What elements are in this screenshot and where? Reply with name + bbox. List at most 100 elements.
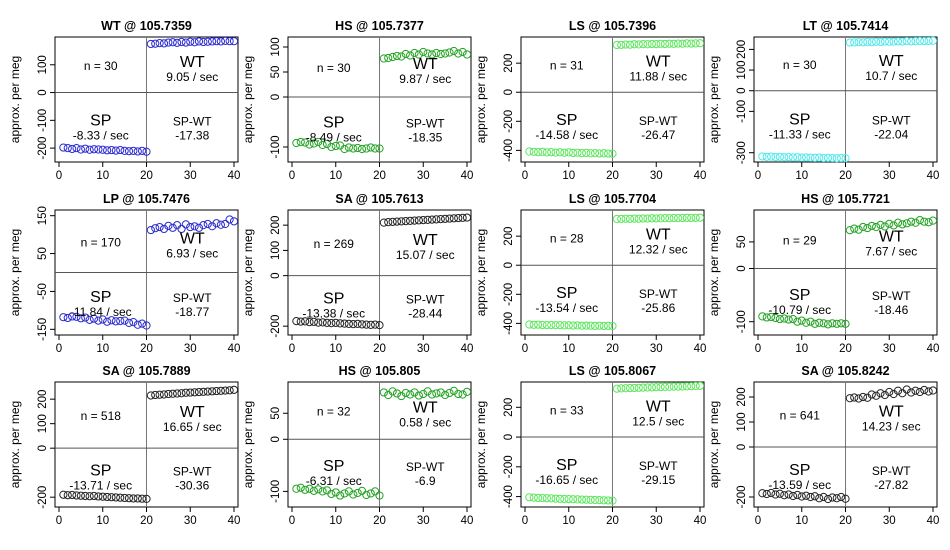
wt-point <box>410 216 419 225</box>
panel-title: HS @ 105.805 <box>339 364 421 378</box>
wt-label: WT <box>879 53 904 70</box>
sp-point <box>525 320 534 329</box>
sp-point <box>767 152 776 161</box>
sp-point <box>780 491 789 500</box>
sp-point <box>832 494 841 503</box>
sp-point <box>837 153 846 163</box>
chart-panel-5: LP @ 105.7476 approx. per meg -150 -50 50 150… <box>8 192 240 355</box>
sp-rate-label: -16.65 / sec <box>535 473 598 487</box>
wt-point <box>634 383 643 392</box>
sp-point <box>59 313 68 322</box>
x-tick-label: 40 <box>694 515 707 527</box>
sp-point <box>797 492 806 501</box>
y-axis-label: approx. per meg <box>474 401 488 488</box>
chart-panel-9: SA @ 105.7889 approx. per meg -200 0 100 200 0… <box>8 364 240 527</box>
sp-point <box>797 316 806 325</box>
sp-rate-label: -11.84 / sec <box>70 305 132 319</box>
wt-point <box>159 39 169 48</box>
sp-point <box>547 148 556 157</box>
y-tick-label: -200 <box>736 485 748 508</box>
sp-point <box>98 492 107 501</box>
wt-point <box>406 216 415 225</box>
wt-point <box>151 390 160 400</box>
wt-point <box>678 39 687 48</box>
sp-point <box>586 321 595 330</box>
wt-point <box>678 213 687 223</box>
wt-point <box>225 37 234 46</box>
sp-point <box>806 317 815 326</box>
wt-point <box>858 392 868 402</box>
sp-point <box>604 321 613 330</box>
sp-point <box>375 321 384 330</box>
sp-point <box>784 152 793 162</box>
wt-point <box>915 387 924 397</box>
sp-point <box>582 495 591 504</box>
y-axis-label: approx. per meg <box>474 56 488 143</box>
sp-point <box>142 147 151 156</box>
x-tick-label: 40 <box>927 343 940 355</box>
x-tick-label: 10 <box>795 515 808 527</box>
wt-point <box>379 218 388 227</box>
sp-point <box>595 321 604 330</box>
sp-point <box>780 153 789 162</box>
wt-point <box>146 225 155 235</box>
wt-point <box>168 389 177 398</box>
sp-point <box>362 144 371 153</box>
wt-point <box>911 218 920 227</box>
sp-point <box>340 144 349 154</box>
sp-point <box>103 146 112 155</box>
sp-point <box>775 314 784 324</box>
wt-point <box>427 50 437 59</box>
y-tick-label: 200 <box>503 398 515 417</box>
sp-label: SP <box>789 462 810 479</box>
diff-label: SP-WT <box>872 113 911 127</box>
n-count-label: n = 269 <box>314 237 355 251</box>
wt-point <box>208 37 217 46</box>
n-count-label: n = 30 <box>783 58 817 72</box>
x-tick-label: 10 <box>96 343 109 355</box>
wt-point <box>164 38 173 47</box>
wt-point <box>388 217 397 226</box>
sp-point <box>309 317 318 326</box>
sp-point <box>608 149 617 158</box>
sp-point <box>564 148 573 157</box>
sp-point <box>107 145 116 155</box>
sp-point <box>573 148 582 157</box>
wt-point <box>151 224 160 233</box>
wt-point <box>630 40 639 49</box>
sp-point <box>758 312 767 321</box>
sp-point <box>301 317 310 326</box>
sp-point <box>555 321 565 330</box>
wt-point <box>885 219 894 228</box>
diff-value-label: -18.46 <box>874 303 908 317</box>
sp-point <box>344 143 353 152</box>
sp-point <box>68 312 77 321</box>
sp-point <box>129 494 138 503</box>
wt-point <box>432 48 441 58</box>
wt-point <box>229 217 239 226</box>
n-count-label: n = 28 <box>550 232 584 246</box>
diff-label: SP-WT <box>639 114 678 128</box>
y-axis-label: approx. per meg <box>8 229 22 316</box>
wt-point <box>419 216 428 225</box>
x-tick-label: 40 <box>228 343 241 355</box>
x-tick-label: 10 <box>96 515 109 527</box>
diff-label: SP-WT <box>406 117 445 131</box>
y-tick-label: -200 <box>270 315 282 338</box>
wt-point <box>669 213 678 223</box>
sp-rate-label: -13.71 / sec <box>69 479 132 493</box>
sp-point <box>775 152 784 161</box>
sp-point <box>309 486 318 495</box>
y-tick-label: 200 <box>503 54 515 73</box>
wt-point <box>695 213 705 222</box>
x-tick-label: 10 <box>329 515 342 527</box>
wt-point <box>441 390 450 400</box>
sp-rate-label: -10.79 / sec <box>768 303 831 317</box>
wt-point <box>414 391 423 400</box>
y-tick-label: 100 <box>736 412 748 431</box>
wt-point <box>924 36 933 46</box>
wt-point <box>691 39 700 48</box>
wt-point <box>902 219 911 228</box>
wt-point <box>652 40 661 49</box>
